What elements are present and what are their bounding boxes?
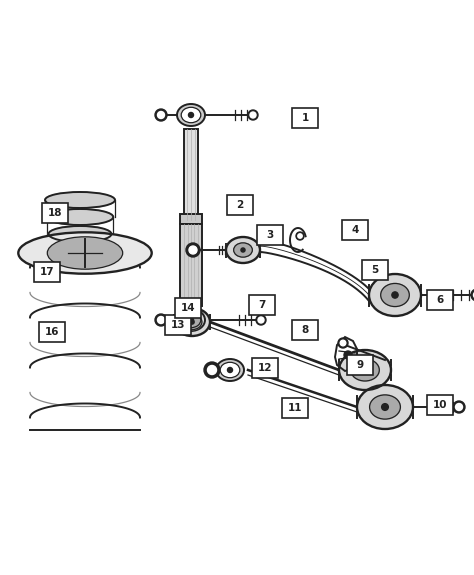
Circle shape — [248, 110, 258, 120]
Ellipse shape — [381, 283, 410, 306]
Ellipse shape — [357, 385, 413, 429]
Circle shape — [208, 366, 217, 374]
Circle shape — [189, 113, 193, 117]
Circle shape — [157, 112, 164, 118]
Bar — [180, 224, 202, 306]
Ellipse shape — [181, 108, 201, 122]
Circle shape — [344, 351, 352, 359]
Circle shape — [382, 404, 388, 411]
Ellipse shape — [339, 350, 391, 390]
FancyBboxPatch shape — [34, 262, 60, 282]
Circle shape — [256, 315, 266, 325]
Text: 10: 10 — [433, 400, 447, 410]
Circle shape — [189, 317, 193, 323]
Ellipse shape — [177, 104, 205, 126]
FancyBboxPatch shape — [292, 108, 318, 128]
Circle shape — [298, 234, 302, 238]
FancyBboxPatch shape — [165, 315, 191, 335]
Bar — [184, 129, 198, 220]
Ellipse shape — [19, 232, 151, 274]
Circle shape — [338, 338, 348, 348]
Ellipse shape — [45, 192, 115, 208]
FancyBboxPatch shape — [252, 358, 278, 378]
Text: 8: 8 — [301, 325, 309, 335]
Text: 11: 11 — [288, 403, 302, 413]
Circle shape — [471, 289, 474, 301]
FancyBboxPatch shape — [175, 298, 201, 318]
FancyBboxPatch shape — [362, 260, 388, 280]
Bar — [180, 214, 202, 224]
FancyBboxPatch shape — [227, 195, 253, 215]
FancyBboxPatch shape — [427, 395, 453, 415]
Ellipse shape — [182, 315, 202, 329]
Circle shape — [296, 232, 304, 240]
Ellipse shape — [47, 237, 123, 269]
FancyBboxPatch shape — [39, 322, 65, 342]
Text: 16: 16 — [45, 327, 59, 337]
Circle shape — [204, 362, 220, 378]
Circle shape — [155, 314, 167, 326]
Text: 7: 7 — [258, 300, 266, 310]
FancyBboxPatch shape — [347, 355, 373, 375]
Circle shape — [190, 320, 194, 324]
Circle shape — [157, 316, 164, 324]
Ellipse shape — [48, 226, 111, 242]
Text: 14: 14 — [181, 303, 195, 313]
Text: 5: 5 — [371, 265, 379, 275]
Ellipse shape — [174, 308, 210, 336]
Ellipse shape — [226, 237, 260, 263]
Circle shape — [258, 317, 264, 323]
Text: 9: 9 — [356, 360, 364, 370]
Ellipse shape — [177, 309, 205, 331]
FancyBboxPatch shape — [292, 320, 318, 340]
Circle shape — [392, 292, 398, 298]
FancyBboxPatch shape — [249, 295, 275, 315]
Ellipse shape — [50, 243, 110, 259]
Circle shape — [186, 243, 200, 257]
Ellipse shape — [181, 312, 201, 328]
Text: 18: 18 — [48, 208, 62, 218]
Circle shape — [241, 248, 245, 252]
FancyBboxPatch shape — [342, 220, 368, 240]
FancyBboxPatch shape — [282, 398, 308, 418]
Ellipse shape — [369, 274, 421, 316]
Circle shape — [453, 401, 465, 413]
Circle shape — [228, 367, 233, 373]
Circle shape — [155, 109, 167, 121]
Ellipse shape — [351, 359, 379, 381]
Ellipse shape — [47, 209, 113, 225]
Text: 12: 12 — [258, 363, 272, 373]
Text: 2: 2 — [237, 200, 244, 210]
Text: 13: 13 — [171, 320, 185, 330]
Text: 3: 3 — [266, 230, 273, 240]
Text: 4: 4 — [351, 225, 359, 235]
Ellipse shape — [234, 243, 252, 257]
Ellipse shape — [220, 362, 240, 378]
Text: 1: 1 — [301, 113, 309, 123]
FancyBboxPatch shape — [42, 203, 68, 223]
Text: 6: 6 — [437, 295, 444, 305]
FancyBboxPatch shape — [257, 225, 283, 245]
Circle shape — [250, 112, 256, 118]
Circle shape — [340, 340, 346, 346]
Circle shape — [362, 367, 368, 373]
FancyBboxPatch shape — [427, 290, 453, 310]
Circle shape — [189, 246, 197, 254]
Ellipse shape — [216, 359, 244, 381]
Circle shape — [456, 404, 463, 411]
Ellipse shape — [370, 395, 401, 419]
Text: 17: 17 — [40, 267, 55, 277]
